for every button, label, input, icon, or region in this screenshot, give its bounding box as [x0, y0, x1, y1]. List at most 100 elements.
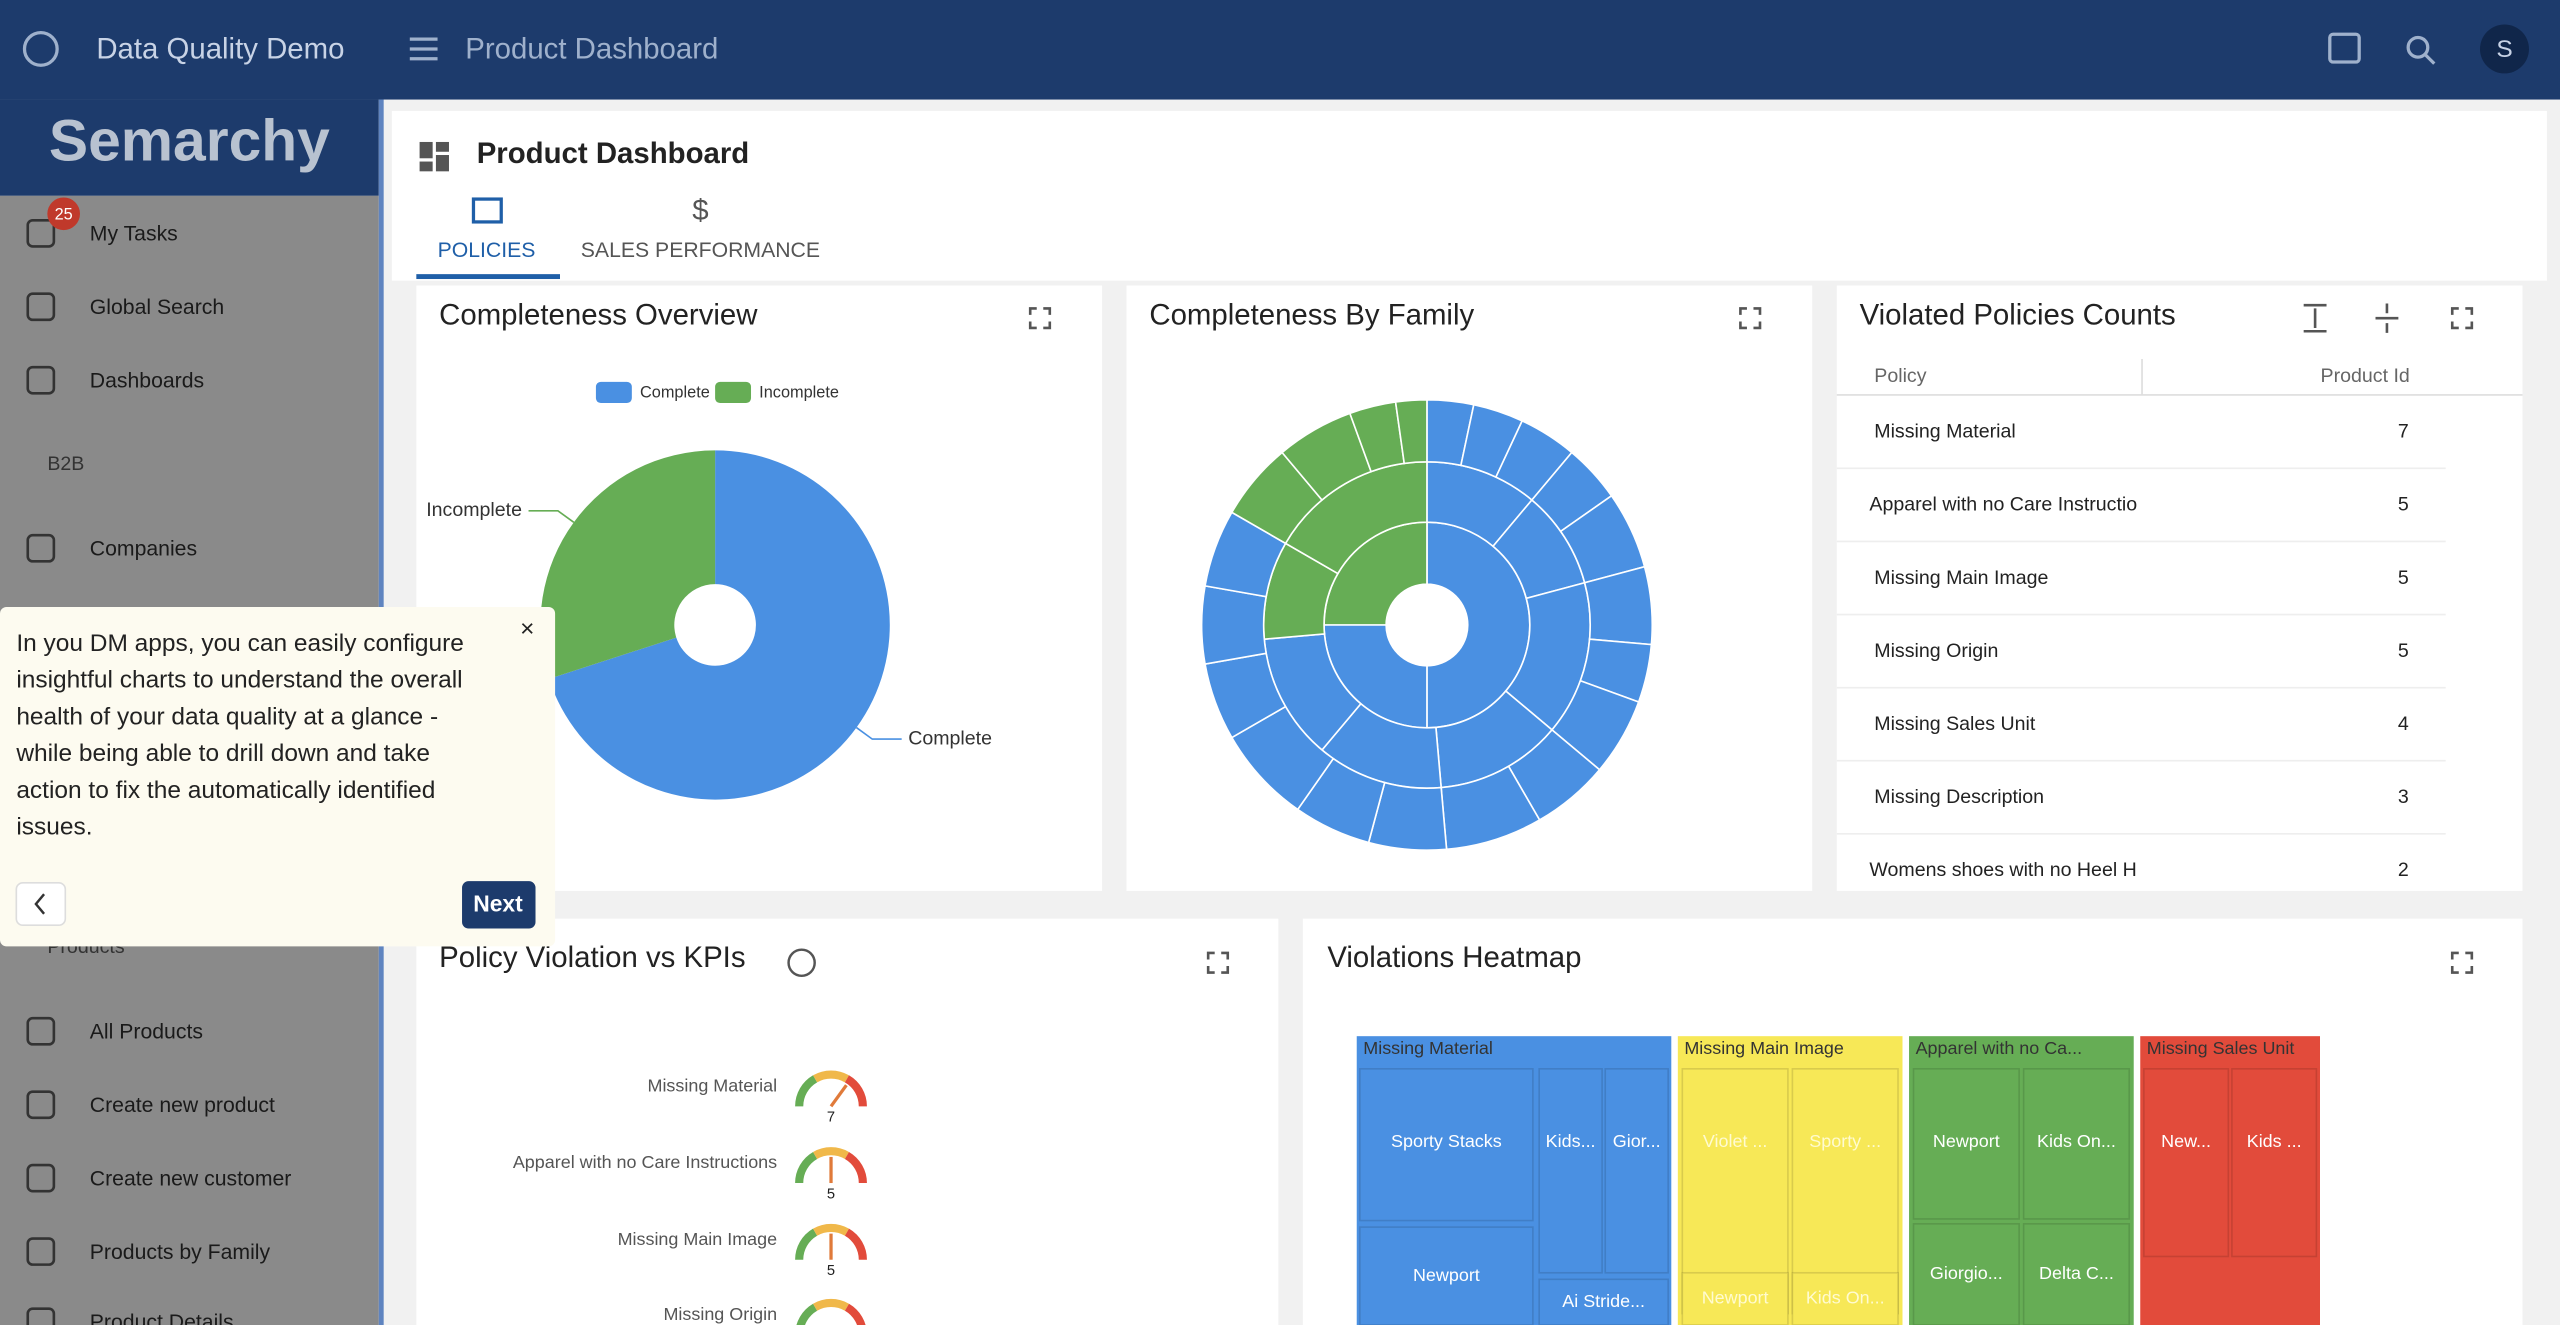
- gauge-label: Missing Origin: [663, 1304, 777, 1324]
- gauge-value: 5: [827, 1186, 835, 1202]
- leader-line: [528, 510, 575, 524]
- tour-text: insightful charts to understand the over…: [16, 667, 462, 694]
- expand-icon[interactable]: [1028, 307, 1052, 330]
- tab[interactable]: SALES PERFORMANCE: [581, 239, 820, 262]
- nav-item[interactable]: My Tasks: [90, 223, 178, 246]
- tour-text: action to fix the automatically identifi…: [16, 777, 435, 804]
- nav-item[interactable]: Product Details: [90, 1311, 234, 1325]
- legend-label: Complete: [640, 384, 710, 402]
- tour-text: health of your data quality at a glance …: [16, 703, 438, 730]
- tour-popup: [0, 607, 556, 947]
- treemap-group-label: Missing Main Image: [1684, 1038, 1844, 1058]
- treemap-cell-label: Newport: [1702, 1288, 1769, 1308]
- treemap-cell[interactable]: [2022, 1223, 2131, 1325]
- treemap-cell-label: Sporty ...: [1809, 1131, 1881, 1151]
- treemap-cell[interactable]: [2143, 1067, 2230, 1258]
- badge: [47, 197, 80, 231]
- gauge-band: [813, 1298, 849, 1311]
- nav-item[interactable]: Create new customer: [90, 1167, 292, 1190]
- avatar[interactable]: [2480, 24, 2529, 74]
- nav-icon: [26, 1163, 56, 1193]
- app-name: Data Quality Demo: [96, 32, 344, 65]
- gauge-band: [844, 1151, 867, 1184]
- nav-icon: [26, 1307, 56, 1325]
- table-cell: Apparel with no Care Instructio: [1869, 494, 2137, 516]
- search-icon[interactable]: [2406, 35, 2430, 59]
- tour-close[interactable]: ×: [520, 615, 534, 642]
- treemap-cell-label: Newport: [1933, 1131, 2000, 1151]
- table-cell: Missing Material: [1874, 421, 2015, 443]
- table-cell: 5: [2398, 494, 2409, 516]
- nav-section: B2B: [47, 453, 84, 475]
- treemap-cell[interactable]: [2022, 1067, 2131, 1220]
- gauge-band: [795, 1228, 818, 1260]
- table-cell: Womens shoes with no Heel H: [1869, 859, 2136, 881]
- nav-item[interactable]: Companies: [90, 538, 197, 561]
- menu-icon[interactable]: [409, 37, 438, 61]
- treemap-cell[interactable]: [1359, 1067, 1534, 1222]
- treemap-cell[interactable]: [1538, 1067, 1603, 1274]
- sunburst-segment: [1200, 584, 1268, 666]
- gauge-label: Missing Main Image: [618, 1229, 778, 1249]
- treemap-cell[interactable]: [1538, 1278, 1669, 1325]
- treemap-group-label: Missing Sales Unit: [2147, 1038, 2295, 1058]
- nav-icon: [26, 365, 56, 395]
- slice-label: Complete: [908, 727, 992, 749]
- treemap-cell[interactable]: [1912, 1223, 2020, 1325]
- card-title: Violated Policies Counts: [1860, 298, 2176, 331]
- dashboard-title: Product Dashboard: [477, 137, 749, 170]
- treemap-cell-label: Kids...: [1546, 1131, 1596, 1151]
- treemap-cell[interactable]: [1604, 1067, 1669, 1274]
- expand-icon[interactable]: [1206, 951, 1230, 974]
- expand-icon[interactable]: [2450, 951, 2474, 974]
- expand-icon[interactable]: [2450, 307, 2474, 330]
- avatar-letter: S: [2496, 36, 2512, 63]
- gauge-band: [813, 1147, 849, 1160]
- nav-icon: [26, 292, 56, 322]
- leader-line: [855, 726, 902, 740]
- gauge-label: Apparel with no Care Instructions: [513, 1152, 777, 1172]
- table-cell: Missing Description: [1874, 786, 2044, 808]
- gauge-label: Missing Material: [648, 1075, 778, 1095]
- nav-item[interactable]: Products by Family: [90, 1241, 271, 1264]
- treemap-cell[interactable]: [1912, 1067, 2020, 1220]
- tour-back[interactable]: [15, 881, 67, 927]
- table-cell: 5: [2398, 640, 2409, 662]
- nav-icon: [26, 1090, 56, 1120]
- policies-icon: [471, 197, 503, 224]
- expand-icon[interactable]: [1739, 307, 1762, 330]
- table-cell: Missing Origin: [1874, 640, 1998, 662]
- tour-text: In you DM apps, you can easily configure: [16, 630, 464, 657]
- pie-slice: [548, 450, 890, 800]
- treemap-cell-label: Gior...: [1613, 1131, 1661, 1151]
- card: [1836, 285, 2523, 891]
- nav-item[interactable]: Dashboards: [90, 369, 204, 392]
- collapse-rows-icon[interactable]: [2375, 303, 2399, 333]
- card-title: Completeness Overview: [439, 298, 758, 331]
- sunburst-segment: [1394, 398, 1428, 465]
- policy-column: Missing Material Apparel with no Care Ins…: [1869, 421, 2137, 882]
- info-icon[interactable]: [787, 948, 816, 978]
- tour-next[interactable]: [462, 881, 536, 929]
- gauge-band: [813, 1070, 849, 1083]
- nav-item[interactable]: Global Search: [90, 296, 224, 319]
- treemap-cell-label: Newport: [1413, 1265, 1480, 1285]
- nav-item[interactable]: Create new product: [90, 1094, 275, 1117]
- treemap-group-label: Apparel with no Ca...: [1916, 1038, 2083, 1058]
- dashboard-icon: [419, 141, 449, 172]
- gauge-band: [813, 1223, 849, 1236]
- expand-rows-icon[interactable]: [2303, 303, 2327, 333]
- nav-icon: [26, 533, 56, 563]
- tab[interactable]: POLICIES: [438, 239, 536, 262]
- treemap-cell[interactable]: [1359, 1226, 1534, 1325]
- dollar-icon: $: [692, 194, 708, 227]
- nav-item[interactable]: All Products: [90, 1021, 203, 1044]
- calendar-icon[interactable]: [2328, 32, 2361, 64]
- treemap-cell[interactable]: [2231, 1067, 2318, 1258]
- nav-icon: [26, 1237, 56, 1266]
- gauge-value: 7: [827, 1110, 835, 1126]
- treemap-cell[interactable]: [1791, 1271, 1899, 1325]
- treemap-cell[interactable]: [1681, 1271, 1789, 1325]
- legend-swatch: [715, 381, 752, 404]
- table-cell: 4: [2398, 713, 2409, 735]
